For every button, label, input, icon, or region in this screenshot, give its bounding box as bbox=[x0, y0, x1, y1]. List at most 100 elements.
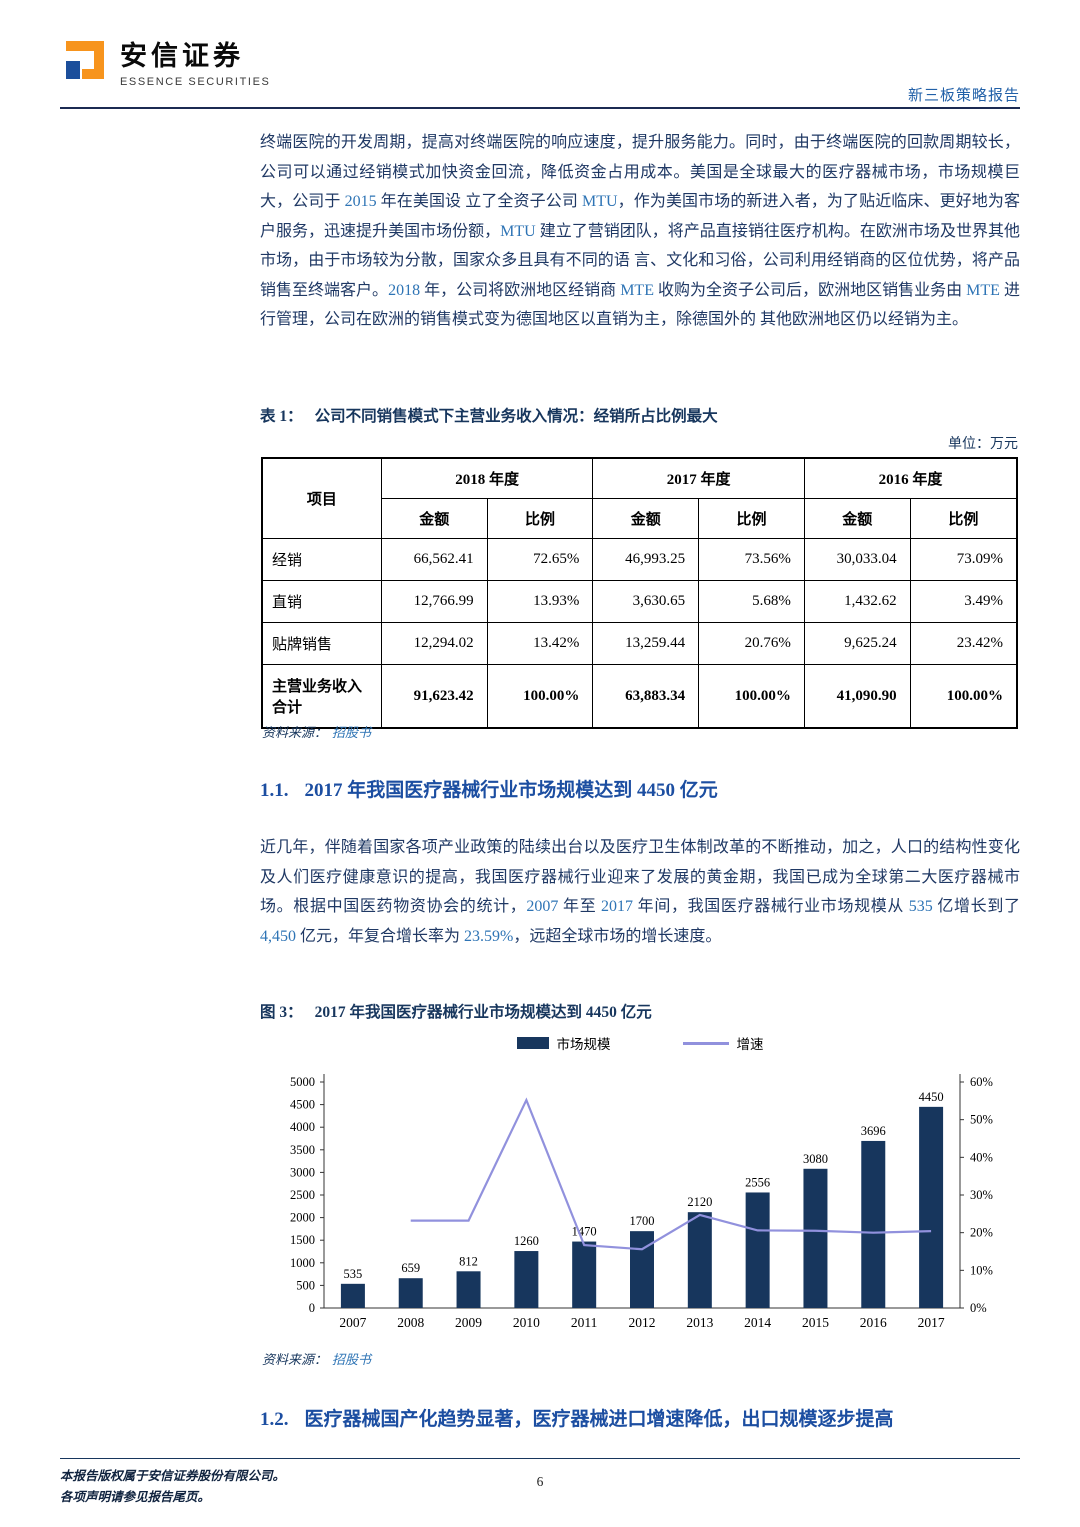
svg-text:2015: 2015 bbox=[802, 1315, 829, 1330]
section-heading-1-1: 1.1. 2017 年我国医疗器械行业市场规模达到 4450 亿元 bbox=[260, 775, 718, 802]
svg-text:1700: 1700 bbox=[630, 1214, 655, 1228]
header-rule bbox=[60, 107, 1020, 109]
figure-source: 资料来源： 招股书 bbox=[262, 1349, 371, 1368]
section-title: 2017 年我国医疗器械行业市场规模达到 4450 亿元 bbox=[304, 780, 718, 801]
section-title: 医疗器械国产化趋势显著，医疗器械进口增速降低，出口规模逐步提高 bbox=[304, 1409, 894, 1430]
cell-value: 3.49% bbox=[909, 580, 1018, 623]
paragraph-1: 终端医院的开发周期，提高对终端医院的响应速度，提升服务能力。同时，由于终端医院的… bbox=[260, 134, 1020, 328]
legend-item-market-size: 市场规模 bbox=[516, 1033, 611, 1053]
svg-text:4500: 4500 bbox=[290, 1098, 315, 1112]
svg-text:60%: 60% bbox=[970, 1075, 993, 1089]
col-header-amount: 金额 bbox=[592, 498, 700, 539]
cell-value: 9,625.24 bbox=[803, 622, 911, 665]
section-number: 1.2. bbox=[260, 1409, 289, 1430]
unit-label: 单位：万元 bbox=[948, 437, 1018, 452]
figure-source-label: 资料来源： bbox=[262, 1352, 328, 1367]
svg-text:20%: 20% bbox=[970, 1226, 993, 1240]
svg-text:2014: 2014 bbox=[744, 1315, 771, 1330]
svg-text:2011: 2011 bbox=[571, 1315, 598, 1330]
svg-text:4450: 4450 bbox=[919, 1090, 944, 1104]
svg-text:3500: 3500 bbox=[290, 1143, 315, 1157]
cell-value: 73.09% bbox=[909, 538, 1018, 581]
svg-text:40%: 40% bbox=[970, 1150, 993, 1164]
table-header-row-sub: 金额 比例 金额 比例 金额 比例 bbox=[262, 498, 1018, 539]
svg-text:2012: 2012 bbox=[629, 1315, 656, 1330]
svg-text:2017: 2017 bbox=[918, 1315, 945, 1330]
row-label: 直销 bbox=[261, 580, 382, 623]
svg-text:2016: 2016 bbox=[860, 1315, 887, 1330]
chart-legend: 市场规模 增速 bbox=[260, 1030, 1020, 1056]
svg-text:1500: 1500 bbox=[290, 1233, 315, 1247]
svg-text:10%: 10% bbox=[970, 1263, 993, 1277]
legend-label-market-size: 市场规模 bbox=[556, 1037, 611, 1052]
brand-text: 安信证券 ESSENCE SECURITIES bbox=[120, 34, 270, 88]
cell-value: 66,562.41 bbox=[380, 538, 488, 581]
col-header-amount: 金额 bbox=[803, 498, 911, 539]
col-header-ratio: 比例 bbox=[909, 498, 1018, 539]
legend-item-growth: 增速 bbox=[682, 1033, 764, 1053]
svg-text:2010: 2010 bbox=[513, 1315, 540, 1330]
svg-text:2000: 2000 bbox=[290, 1211, 315, 1225]
cell-value: 12,766.99 bbox=[380, 580, 488, 623]
table-caption: 表 1： 公司不同销售模式下主营业务收入情况：经销所占比例最大 bbox=[260, 404, 718, 426]
chart: 市场规模 增速 0 500 1000 1500 2000 2500 3000 3500 4000… bbox=[260, 1030, 1020, 1342]
paragraph-2: 近几年，伴随着国家各项产业政策的陆续出台以及医疗卫生体制改革的不断推动，加之，人… bbox=[260, 839, 1020, 945]
footer-disclaimer: 本报告版权属于安信证券股份有限公司。 各项声明请参见报告尾页。 bbox=[60, 1466, 285, 1508]
legend-swatch-bar bbox=[516, 1037, 549, 1049]
figure-caption: 图 3： 2017 年我国医疗器械行业市场规模达到 4450 亿元 bbox=[260, 1000, 652, 1022]
svg-text:50%: 50% bbox=[970, 1113, 993, 1127]
col-header-ratio: 比例 bbox=[698, 498, 805, 539]
svg-text:659: 659 bbox=[401, 1261, 420, 1275]
cell-value: 1,432.62 bbox=[803, 580, 911, 623]
section-number: 1.1. bbox=[260, 780, 289, 801]
cell-value: 72.65% bbox=[486, 538, 594, 581]
page-number: 6 bbox=[536, 1474, 544, 1489]
svg-text:0%: 0% bbox=[970, 1301, 987, 1315]
cell-value: 5.68% bbox=[698, 580, 805, 623]
cell-value: 23.42% bbox=[909, 622, 1018, 665]
table-source-label: 资料来源： bbox=[262, 725, 328, 740]
col-header-2017: 2017 年度 bbox=[592, 457, 805, 499]
figure-source-value: 招股书 bbox=[332, 1352, 372, 1367]
figure-caption-text: 2017 年我国医疗器械行业市场规模达到 4450 亿元 bbox=[314, 1004, 652, 1021]
svg-text:2009: 2009 bbox=[455, 1315, 482, 1330]
row-label: 贴牌销售 bbox=[261, 622, 382, 665]
footer-rule bbox=[60, 1458, 1020, 1459]
cell-value: 13.93% bbox=[486, 580, 594, 623]
svg-text:4000: 4000 bbox=[290, 1120, 315, 1134]
svg-text:5000: 5000 bbox=[290, 1075, 315, 1089]
svg-text:1260: 1260 bbox=[514, 1234, 539, 1248]
svg-text:2556: 2556 bbox=[745, 1175, 770, 1189]
cell-value: 100.00% bbox=[698, 664, 805, 729]
cell-value: 3,630.65 bbox=[592, 580, 700, 623]
cell-value: 13,259.44 bbox=[592, 622, 700, 665]
cell-value: 73.56% bbox=[698, 538, 805, 581]
cell-value: 20.76% bbox=[698, 622, 805, 665]
cell-value: 91,623.42 bbox=[380, 664, 488, 729]
figure-caption-label: 图 3： bbox=[260, 1004, 303, 1021]
table-caption-text: 公司不同销售模式下主营业务收入情况：经销所占比例最大 bbox=[314, 408, 718, 425]
svg-text:1470: 1470 bbox=[572, 1225, 597, 1239]
col-header-2016: 2016 年度 bbox=[803, 457, 1018, 499]
col-header-ratio: 比例 bbox=[486, 498, 594, 539]
svg-text:2007: 2007 bbox=[339, 1315, 366, 1330]
svg-text:2120: 2120 bbox=[687, 1195, 712, 1209]
table-header-row-years: 项目 2018 年度 2017 年度 2016 年度 bbox=[261, 457, 1018, 539]
cell-value: 100.00% bbox=[486, 664, 594, 729]
bar-line-chart: 0 500 1000 1500 2000 2500 3000 3500 4000 4500 5000… bbox=[260, 1056, 1020, 1342]
cell-value: 41,090.90 bbox=[803, 664, 911, 729]
col-header-amount: 金额 bbox=[380, 498, 488, 539]
cell-value: 12,294.02 bbox=[380, 622, 488, 665]
legend-swatch-line bbox=[682, 1041, 729, 1045]
row-label: 主营业务收入合计 bbox=[261, 664, 382, 729]
cell-value: 100.00% bbox=[909, 664, 1018, 729]
table-row: 直销 12,766.99 13.93% 3,630.65 5.68% 1,432.62 3.… bbox=[261, 580, 1018, 623]
svg-text:2013: 2013 bbox=[686, 1315, 713, 1330]
table-row: 贴牌销售 12,294.02 13.42% 13,259.44 20.76% 9,625.… bbox=[261, 622, 1018, 665]
table-source-value: 招股书 bbox=[332, 725, 372, 740]
brand-subtitle: ESSENCE SECURITIES bbox=[120, 76, 271, 88]
legend-label-growth: 增速 bbox=[736, 1037, 764, 1052]
brand-name: 安信证券 bbox=[120, 41, 244, 71]
brand-logo: 安信证券 ESSENCE SECURITIES bbox=[58, 34, 270, 88]
